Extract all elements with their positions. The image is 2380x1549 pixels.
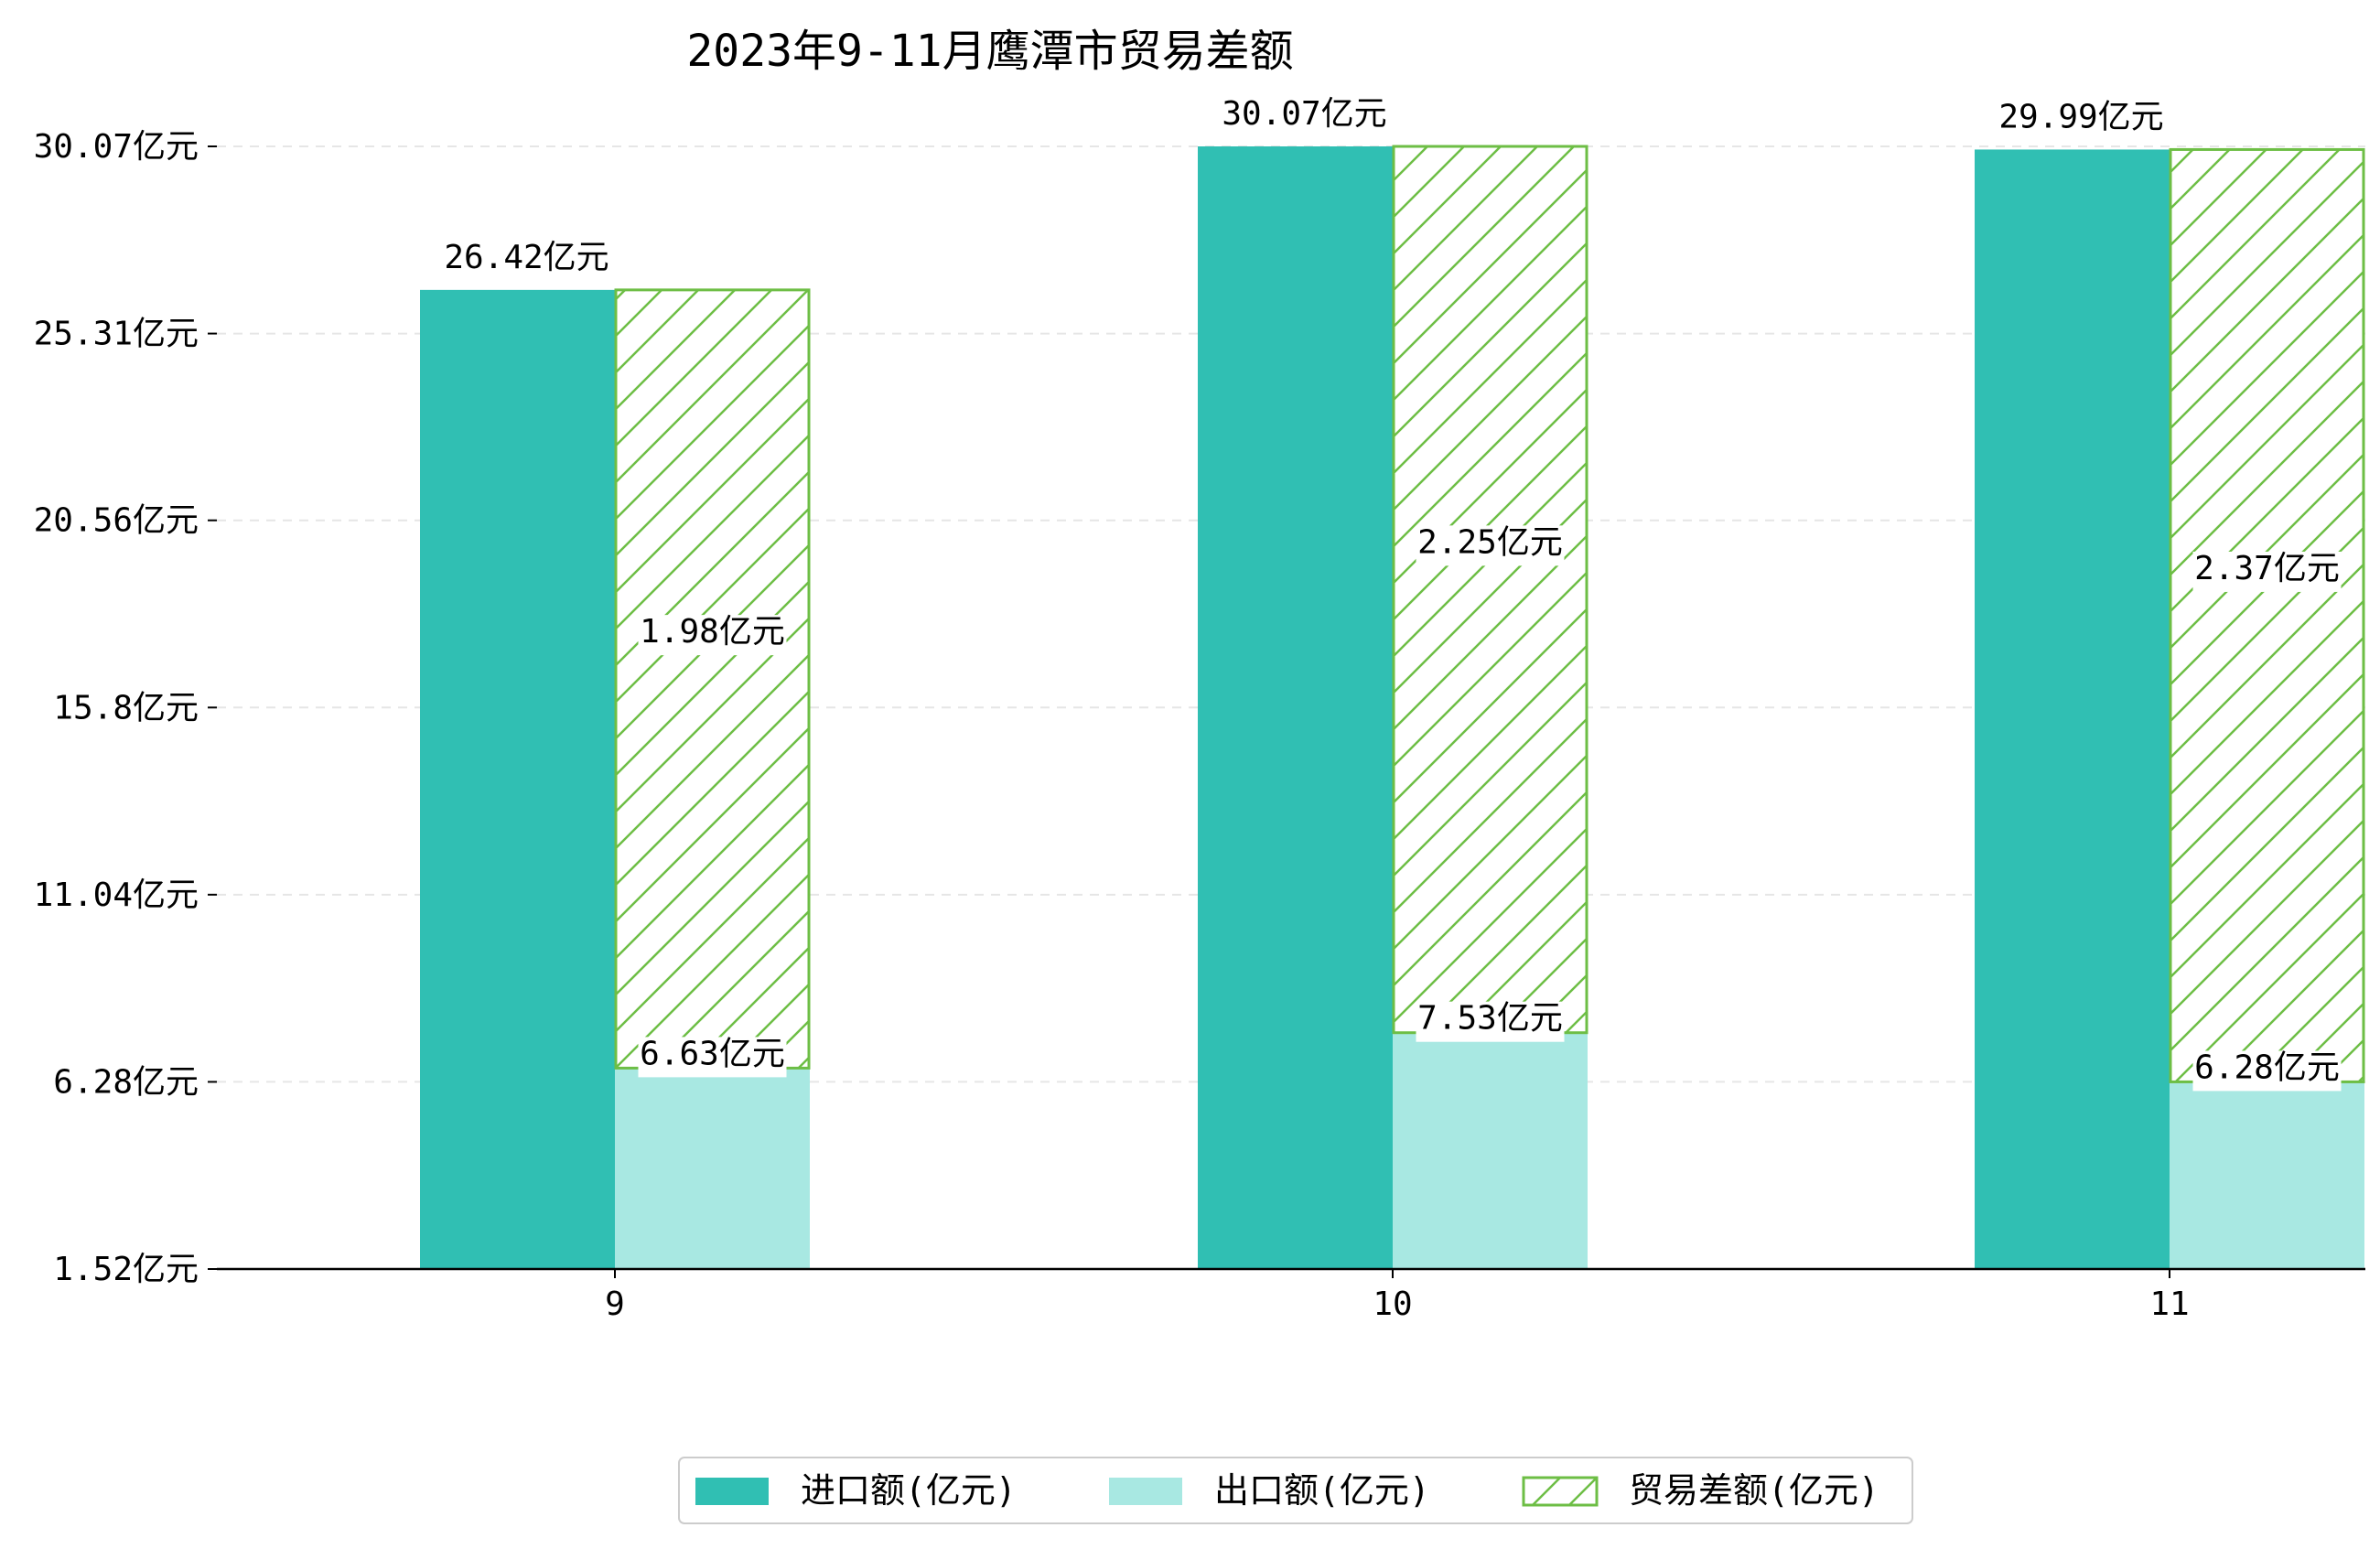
legend-swatch	[695, 1478, 769, 1505]
data-label-bg	[1416, 1001, 1565, 1042]
y-tick-label: 15.8亿元	[53, 689, 199, 726]
export-value-label: 6.63亿元	[638, 1035, 787, 1078]
data-label-text: 6.63亿元	[640, 1035, 785, 1072]
import-value-label: 26.42亿元	[444, 239, 608, 276]
export-bar	[1393, 1032, 1588, 1269]
export-bar	[615, 1068, 810, 1269]
data-label-bg	[2192, 551, 2342, 592]
bars	[420, 145, 2365, 1269]
legend: 进口额(亿元) 出口额(亿元) 贸易差额(亿元)	[678, 1457, 1913, 1524]
y-tick-label: 1.52亿元	[53, 1251, 199, 1288]
data-label-text: 2.25亿元	[1417, 523, 1563, 561]
legend-item: 出口额(亿元)	[1109, 1470, 1430, 1511]
y-tick-label: 20.56亿元	[34, 502, 199, 540]
data-label-bg	[638, 615, 787, 656]
legend-item: 贸易差额(亿元)	[1522, 1470, 1879, 1511]
data-label-text: 26.42亿元	[444, 239, 608, 276]
balance-bar	[614, 288, 811, 1070]
y-tick-label: 6.28亿元	[53, 1063, 199, 1101]
axes: 1.52亿元 6.28亿元 11.04亿元 15.8亿元 20.56亿元 25.31亿元 3…	[34, 128, 2365, 1323]
export-bar	[2170, 1081, 2364, 1269]
chart-title: 2023年9-11月鹰潭市贸易差额	[686, 26, 1293, 77]
data-label-text: 2.37亿元	[2194, 550, 2340, 587]
data-label-text: 6.28亿元	[2194, 1049, 2340, 1086]
legend-swatch	[1522, 1476, 1599, 1507]
y-tick-label: 11.04亿元	[34, 877, 199, 914]
legend-label: 出口额(亿元)	[1214, 1470, 1430, 1511]
x-tick-label: 10	[1373, 1285, 1412, 1323]
data-label-text: 1.98亿元	[640, 613, 785, 651]
import-bar	[1975, 149, 2170, 1269]
import-bar	[1198, 146, 1393, 1269]
balance-value-label: 1.98亿元	[638, 613, 787, 656]
legend-box	[678, 1457, 1913, 1524]
data-label-text: 29.99亿元	[1998, 98, 2163, 135]
balance-value-label: 2.37亿元	[2192, 550, 2342, 592]
x-tick-label: 9	[605, 1285, 625, 1323]
x-tick-label: 11	[2149, 1285, 2189, 1323]
balance-bar	[1392, 145, 1588, 1035]
legend-label: 进口额(亿元)	[801, 1470, 1017, 1511]
data-labels: 26.42亿元 6.63亿元 1.98亿元 30.07亿元 7.53亿元 2.25亿元 29…	[444, 95, 2342, 1092]
export-value-label: 7.53亿元	[1416, 1000, 1565, 1042]
legend-item: 进口额(亿元)	[695, 1470, 1017, 1511]
balance-bar	[2169, 147, 2365, 1083]
data-label-text: 7.53亿元	[1417, 1000, 1563, 1038]
data-label-text: 30.07亿元	[1222, 95, 1386, 133]
data-label-bg	[2192, 1050, 2342, 1092]
import-value-label: 29.99亿元	[1998, 98, 2163, 135]
export-value-label: 6.28亿元	[2192, 1049, 2342, 1092]
legend-label: 贸易差额(亿元)	[1629, 1470, 1879, 1511]
balance-value-label: 2.25亿元	[1416, 523, 1565, 566]
import-bar	[420, 289, 615, 1269]
y-tick-label: 25.31亿元	[34, 316, 199, 353]
import-value-label: 30.07亿元	[1222, 95, 1386, 133]
y-tick-label: 30.07亿元	[34, 128, 199, 166]
legend-swatch	[1109, 1478, 1182, 1505]
data-label-bg	[1416, 525, 1565, 566]
data-label-bg	[638, 1037, 787, 1078]
